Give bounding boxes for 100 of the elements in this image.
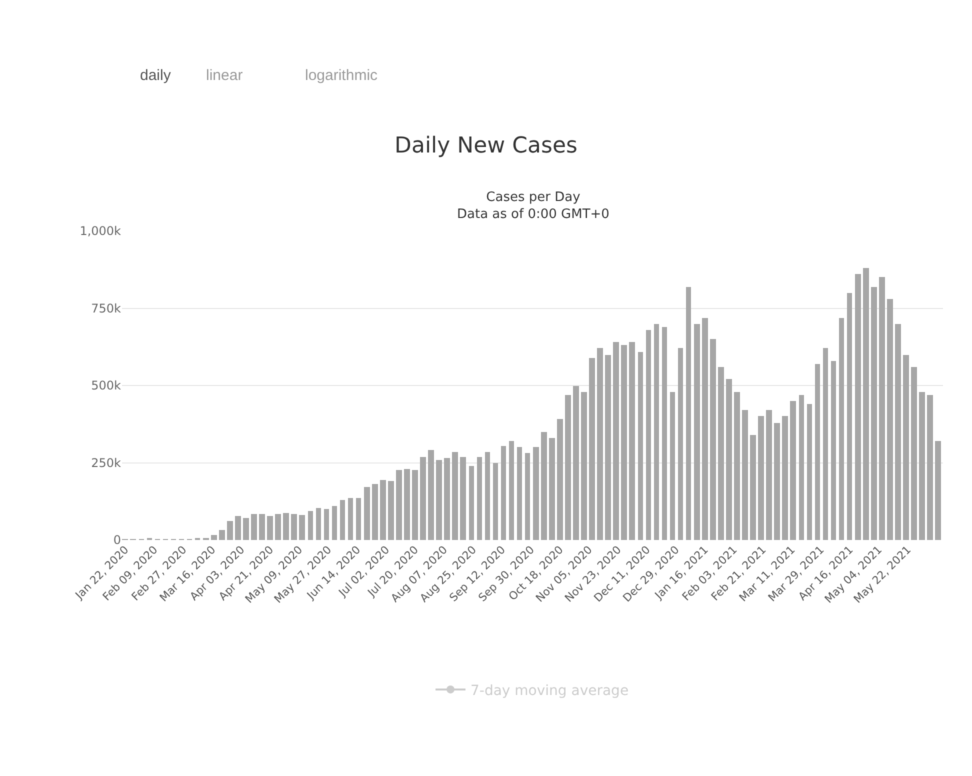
bar	[895, 324, 901, 540]
bar	[807, 404, 812, 540]
bar	[404, 469, 410, 540]
bar	[670, 392, 675, 540]
bar	[380, 480, 386, 540]
bar	[605, 355, 611, 540]
bar	[621, 345, 627, 540]
bar	[428, 450, 434, 540]
bar	[348, 498, 353, 540]
bar	[935, 441, 941, 540]
bar	[694, 324, 700, 540]
bar	[275, 514, 281, 540]
bar	[259, 514, 265, 540]
bar	[557, 419, 563, 540]
bar	[927, 395, 933, 540]
bar	[766, 410, 772, 540]
bar	[589, 358, 595, 540]
bar	[340, 500, 345, 540]
bar	[509, 441, 514, 540]
bar	[291, 514, 297, 540]
y-tick-label: 500k	[91, 378, 122, 393]
bar	[243, 518, 249, 540]
bar	[420, 457, 426, 540]
bar	[316, 508, 321, 540]
chart-subtitle: Cases per Day Data as of 0:00 GMT+0	[457, 190, 610, 222]
bar	[541, 432, 547, 540]
bar	[565, 395, 571, 540]
bar	[782, 416, 788, 540]
bar	[364, 487, 370, 540]
bar	[613, 342, 619, 540]
text: logarithmic	[305, 67, 378, 84]
bar	[863, 268, 869, 540]
bar	[517, 447, 522, 540]
bar	[646, 330, 651, 540]
bar	[251, 514, 257, 540]
bar	[750, 435, 756, 540]
bar	[549, 438, 555, 540]
bar	[742, 410, 748, 540]
bar	[758, 416, 764, 540]
bar	[903, 355, 909, 540]
bar	[629, 342, 635, 540]
bar	[654, 324, 659, 540]
bar	[477, 457, 482, 540]
bar	[436, 460, 442, 540]
bar	[831, 361, 836, 540]
bar	[726, 379, 732, 540]
bar	[267, 516, 273, 540]
bar	[823, 348, 828, 540]
bar	[815, 364, 820, 540]
bar	[847, 293, 852, 540]
bar	[299, 515, 305, 540]
bar	[444, 458, 450, 540]
bar	[790, 401, 796, 540]
chart-title: Daily New Cases	[394, 134, 578, 159]
bar	[493, 463, 498, 540]
bar	[662, 327, 667, 540]
bar	[911, 367, 917, 540]
bar	[227, 521, 233, 540]
y-tick-label: 250k	[91, 456, 122, 470]
bar	[460, 457, 466, 540]
bar	[799, 395, 804, 540]
bar	[855, 274, 861, 540]
bar	[211, 535, 217, 540]
bar	[324, 509, 329, 540]
bar	[283, 513, 289, 540]
bar	[734, 392, 740, 540]
bar	[774, 423, 780, 540]
bar	[887, 299, 893, 540]
bar	[356, 498, 361, 540]
bar	[452, 452, 458, 540]
bar	[219, 530, 225, 540]
bar	[469, 466, 474, 540]
bar	[718, 367, 724, 540]
bar	[396, 470, 402, 540]
bar	[581, 392, 587, 540]
bar	[372, 484, 378, 540]
bar	[678, 348, 683, 540]
bar	[501, 446, 506, 540]
bar	[879, 277, 885, 540]
bar	[388, 481, 394, 540]
bar	[871, 287, 877, 540]
bar	[412, 470, 418, 540]
bar	[919, 392, 925, 540]
bar	[638, 352, 643, 540]
bar	[235, 516, 241, 540]
bar	[573, 386, 579, 540]
bar	[710, 339, 716, 540]
bar	[597, 348, 603, 540]
bar	[485, 452, 490, 540]
y-tick-label: 750k	[91, 301, 122, 316]
text: linear	[206, 67, 243, 84]
bar	[308, 511, 313, 540]
bar	[839, 318, 844, 540]
y-tick-label: 0	[113, 533, 121, 548]
text: daily	[140, 67, 172, 84]
bar	[332, 506, 337, 540]
y-tick-label: 1,000k	[80, 224, 122, 238]
bar	[525, 453, 530, 540]
bar	[686, 287, 691, 540]
bar	[533, 447, 539, 540]
